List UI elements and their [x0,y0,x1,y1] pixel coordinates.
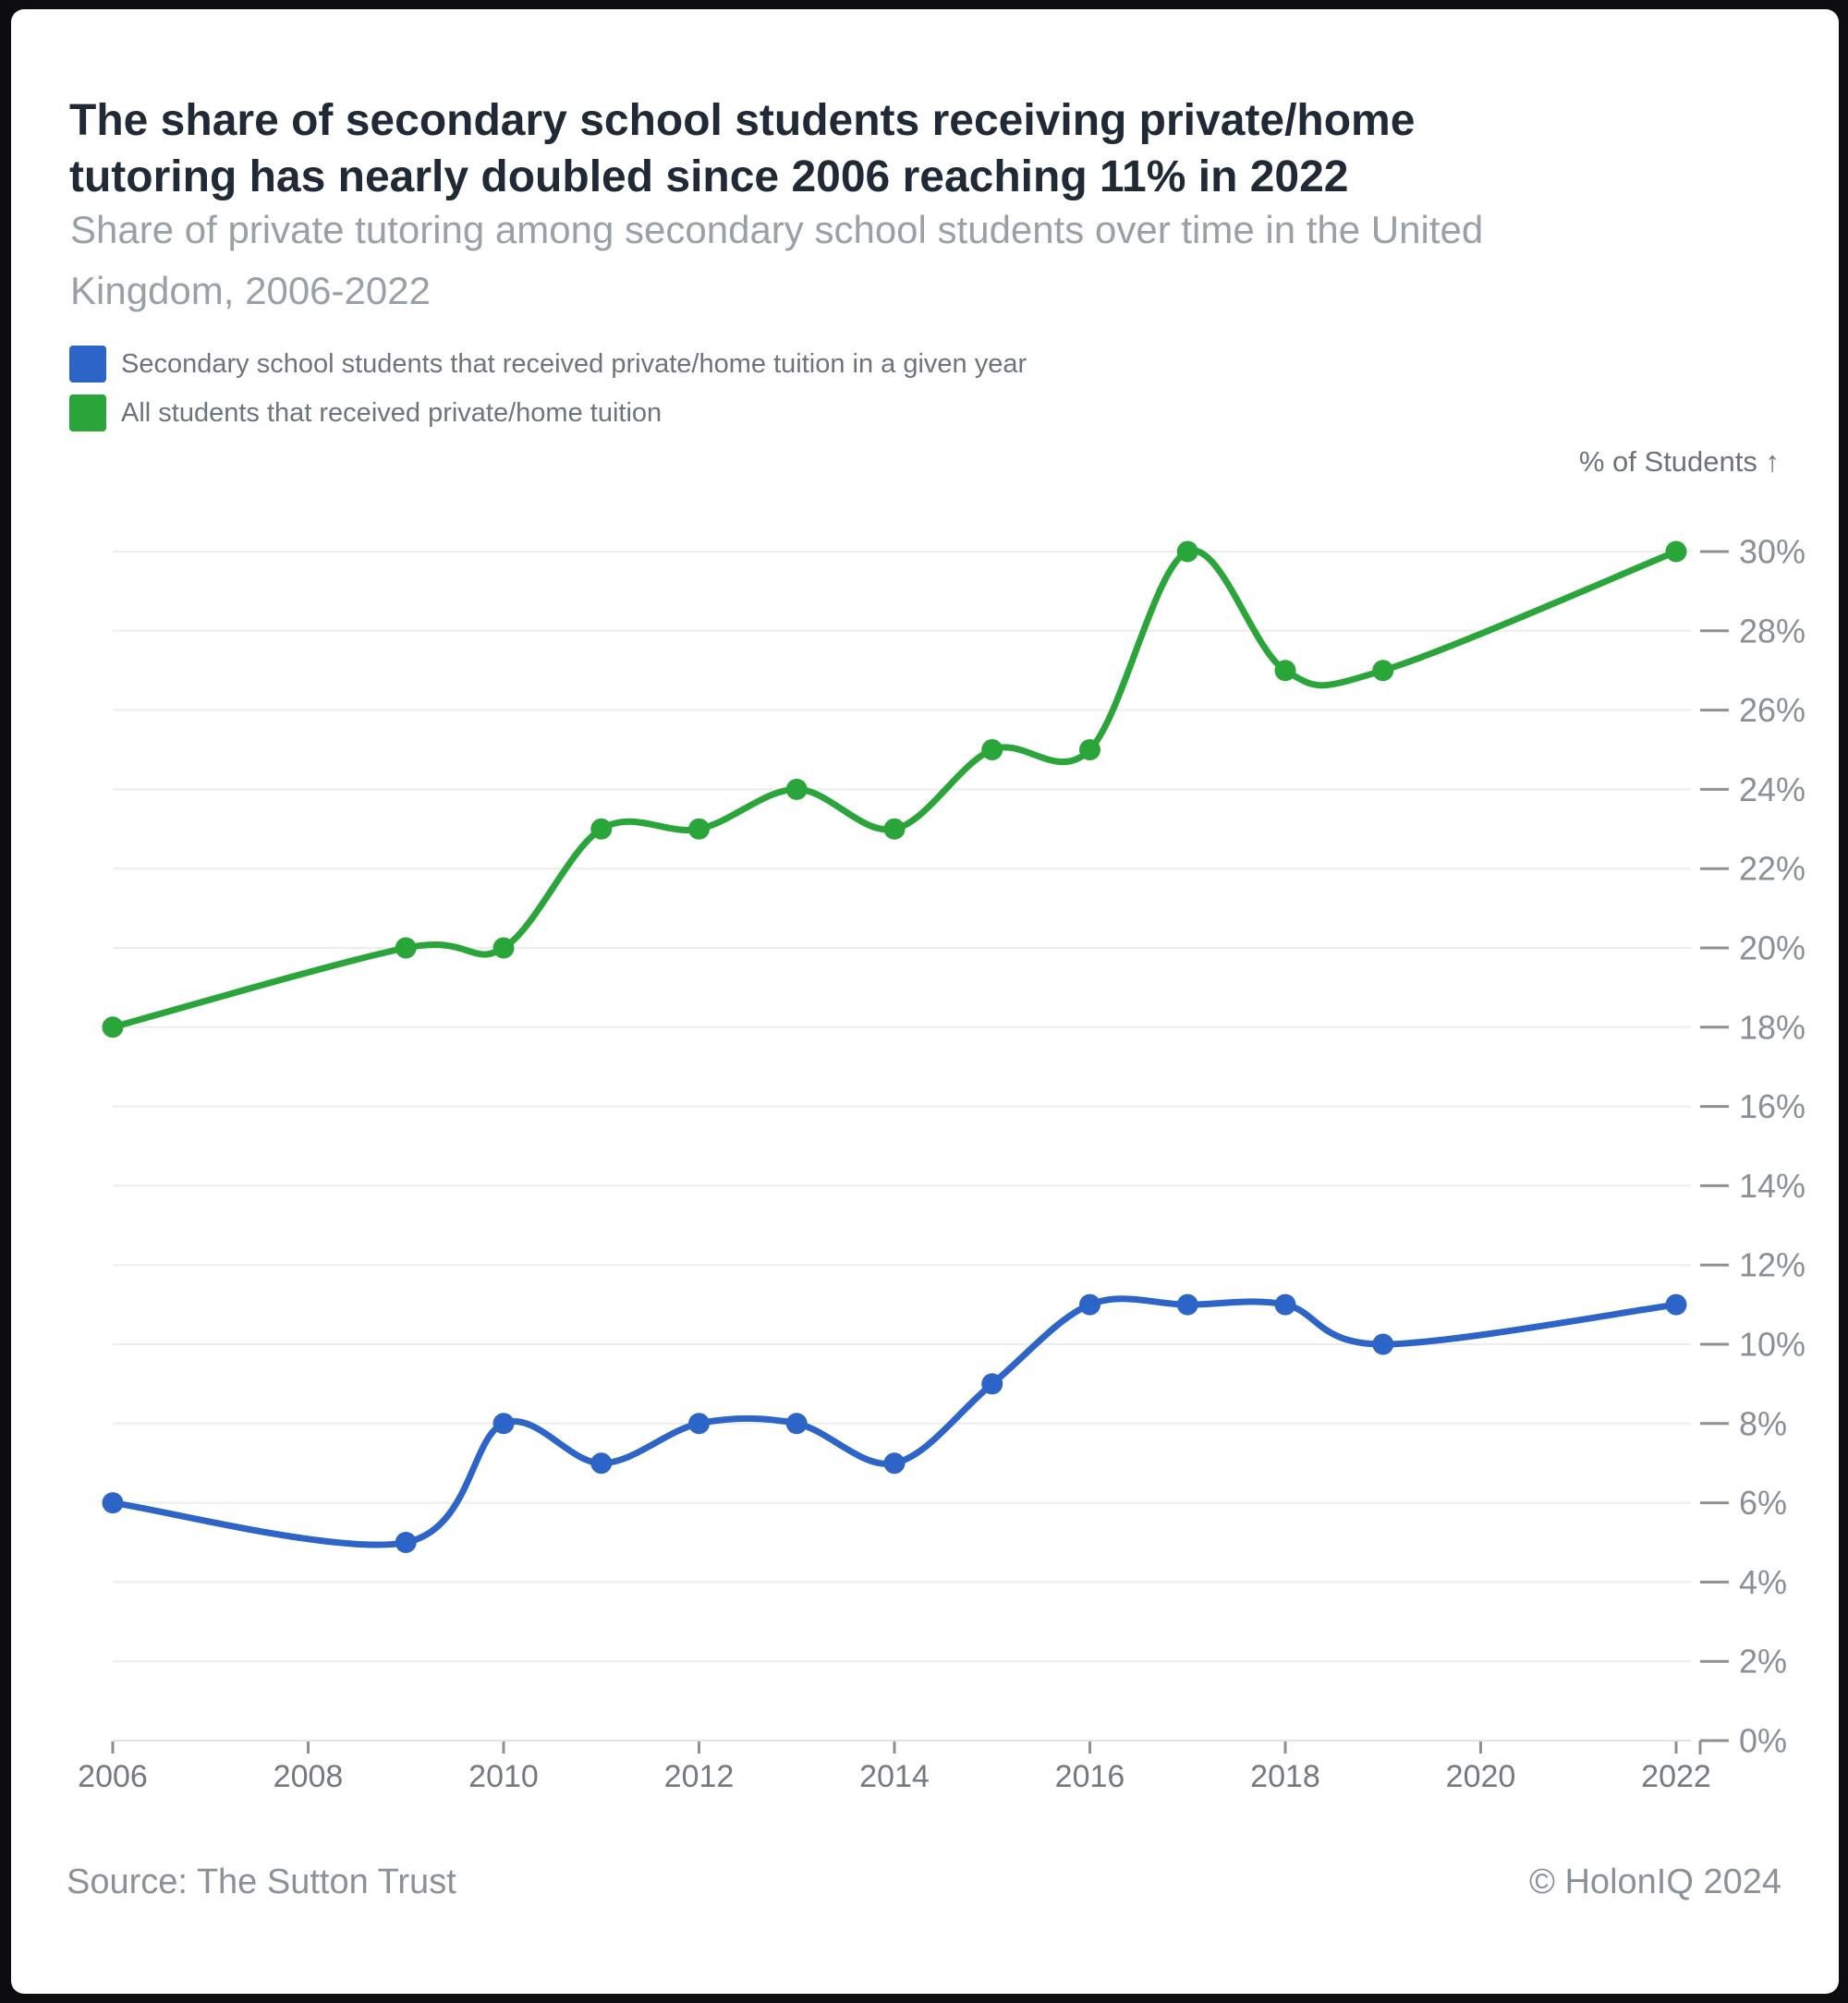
legend: Secondary school students that received … [69,346,1027,443]
chart-title-line2: tutoring has nearly doubled since 2006 r… [69,152,1349,202]
legend-swatch-blue [69,346,106,382]
legend-item-secondary-students[interactable]: Secondary school students that received … [69,346,1027,382]
chart-subtitle-line1: Share of private tutoring among secondar… [70,208,1484,251]
legend-label-secondary-students: Secondary school students that received … [121,348,1027,379]
legend-item-all-students[interactable]: All students that received private/home … [69,395,1027,431]
legend-label-all-students: All students that received private/home … [121,397,663,428]
chart-subtitle: Share of private tutoring among secondar… [70,200,1733,322]
chart-subtitle-line2: Kingdom, 2006-2022 [70,269,431,312]
y-axis-title: % of Students ↑ [1578,445,1780,478]
copyright-note: © HolonIQ 2024 [1528,1863,1781,1901]
chart-title-line1: The share of secondary school students r… [69,96,1416,146]
source-note: Source: The Sutton Trust [67,1863,456,1901]
chart-title: The share of secondary school students r… [69,92,1640,205]
legend-swatch-green [69,395,106,431]
